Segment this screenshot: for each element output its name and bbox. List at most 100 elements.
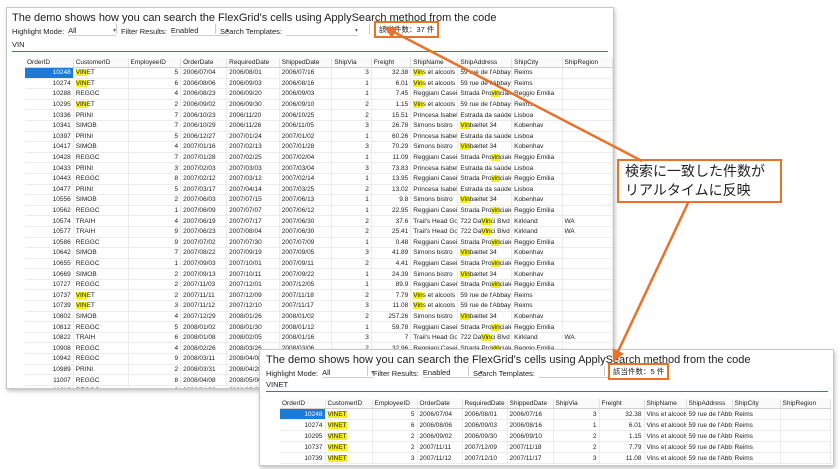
grid-cell[interactable]: 2 [128,289,182,302]
grid-cell[interactable]: 10642 [25,247,74,259]
table-row[interactable]: 10737 VINET 2 2007/11/11 2007/12/09 2007/11/1… [25,289,613,302]
grid-cell[interactable]: 2007/09/11 [279,258,333,270]
grid-cell[interactable] [562,99,613,111]
grid-cell[interactable]: REGGC [73,374,129,386]
grid-cell[interactable]: REGGC [73,279,129,291]
grid-cell[interactable]: 2 [331,109,372,121]
grid-cell[interactable]: 2 [331,289,372,302]
grid-cell[interactable]: PRINI [73,162,129,174]
highlight-mode-combo[interactable]: All ▾ [68,26,117,36]
grid-cell[interactable]: 2007/09/19 [226,247,280,259]
grid-cell[interactable]: Lisboa [511,109,563,121]
grid-cell[interactable]: WA [562,226,613,238]
grid-cell[interactable]: Kobenhav [511,141,563,153]
filter-results-combo[interactable]: Enabled ▾ [170,26,229,36]
search-input[interactable]: VIN [12,40,608,52]
grid-cell[interactable]: VINET [73,300,129,312]
grid-cell[interactable]: 2008/01/08 [180,332,228,344]
grid-cell[interactable]: 2007/02/04 [279,152,333,164]
table-row[interactable]: 10248 VINET 5 2006/07/04 2006/08/01 2006/07/1… [280,408,831,420]
grid-cell[interactable]: REGGC [73,385,129,388]
grid-cell[interactable]: 10989 [25,364,74,376]
column-header[interactable]: EmployeeID [372,399,418,409]
grid-cell[interactable]: Simons bistro [410,141,459,153]
grid-cell[interactable]: 2007/06/03 [180,194,228,206]
grid-cell[interactable]: Reggiani Caseific [410,173,459,185]
grid-cell[interactable]: 2006/07/16 [279,67,333,79]
grid-cell[interactable]: 2006/08/16 [279,78,333,90]
search-input[interactable]: VINET [266,380,828,392]
table-row[interactable]: 10397 PRINI 5 2006/12/27 2007/01/24 2007/01/0… [25,131,613,143]
grid-cell[interactable]: 4 [128,215,182,227]
grid-cell[interactable]: 10739 [280,452,326,464]
grid-cell[interactable]: 37.6 [371,215,412,227]
grid-cell[interactable]: 2 [331,184,372,196]
grid-cell[interactable]: 59 rue de l'Abbay [686,408,733,420]
grid-cell[interactable] [562,184,613,196]
grid-cell[interactable]: Reims [511,99,563,111]
column-header[interactable]: CustomerID [325,399,373,409]
grid-cell[interactable]: 10248 [25,67,74,79]
grid-cell[interactable]: Reggio Emilia [511,173,563,185]
grid-cell[interactable]: 1 [331,88,372,100]
column-header[interactable]: ShipCity [732,399,781,409]
grid-cell[interactable]: 722 DaVinci Blvd [457,226,513,238]
grid-cell[interactable]: 3 [372,452,418,464]
grid-cell[interactable]: 1 [553,419,600,431]
grid-cell[interactable]: 10433 [25,162,74,174]
grid-cell[interactable]: Vins et alcools C [410,67,459,79]
grid-cell[interactable]: 2006/08/23 [180,88,228,100]
grid-cell[interactable]: 2007/11/12 [180,300,228,312]
grid-cell[interactable]: VINET [73,99,129,111]
table-row[interactable]: 10812 REGGC 5 2008/01/02 2008/01/30 2008/01/1… [25,321,613,333]
grid-cell[interactable]: Vins et alcools C [644,441,687,453]
grid-cell[interactable] [562,173,613,185]
table-row[interactable]: 10739 VINET 3 2007/11/12 2007/12/10 2007/11/1… [280,452,831,464]
grid-cell[interactable]: SIMOB [73,141,129,153]
grid-cell[interactable]: REGGC [73,237,129,249]
grid-cell[interactable]: Kobenhav [511,247,563,259]
grid-cell[interactable]: REGGC [73,173,129,185]
grid-cell[interactable]: PRINI [73,364,129,376]
grid-cell[interactable]: 4 [128,342,182,355]
grid-cell[interactable]: 2007/01/28 [180,152,228,164]
grid-cell[interactable]: 1 [331,279,372,291]
grid-cell[interactable]: 2 [372,441,418,453]
grid-cell[interactable]: 2006/08/06 [180,78,228,90]
grid-cell[interactable]: 2008/01/02 [180,321,228,333]
grid-cell[interactable]: 3 [128,300,182,312]
grid-cell[interactable] [562,289,613,302]
grid-cell[interactable]: 10577 [25,226,74,238]
grid-cell[interactable]: 1 [331,321,372,333]
grid-cell[interactable]: 2006/08/06 [417,419,463,431]
grid-cell[interactable]: 26.78 [371,120,412,132]
grid-cell[interactable]: 6 [128,332,182,344]
grid-cell[interactable]: 9.8 [371,194,412,206]
grid-cell[interactable]: 5 [128,184,182,196]
table-row[interactable]: 10288 REGGC 4 2006/08/23 2006/09/20 2006/09/0… [25,88,613,100]
grid-cell[interactable]: 70.29 [371,141,412,153]
grid-cell[interactable]: 10737 [25,289,74,302]
grid-cell[interactable]: Estrada da saúde [457,184,513,196]
grid-cell[interactable]: Vinbæltet 34 [457,194,513,206]
table-row[interactable]: 10295 VINET 2 2006/09/02 2006/09/30 2006/09/1… [25,99,613,111]
grid-cell[interactable]: Reggio Emilia [511,258,563,270]
grid-cell[interactable]: 10802 [25,311,74,323]
grid-cell[interactable]: Reggiani Caseific [410,279,459,291]
grid-cell[interactable]: 2007/11/18 [507,441,554,453]
grid-cell[interactable]: 1.15 [371,99,412,111]
grid-cell[interactable]: 11.09 [371,152,412,164]
column-header[interactable]: EmployeeID [128,58,182,68]
grid-cell[interactable]: Simons bistro [410,311,459,323]
grid-cell[interactable]: 22.95 [371,205,412,217]
grid-cell[interactable]: REGGC [73,353,129,365]
grid-cell[interactable]: 10274 [280,419,326,431]
grid-cell[interactable]: 2007/06/13 [279,194,333,206]
grid-cell[interactable]: 1 [331,268,372,280]
grid-cell[interactable]: 3 [331,141,372,153]
grid-cell[interactable]: PRINI [73,184,129,196]
grid-cell[interactable]: 2007/03/25 [279,184,333,196]
grid-cell[interactable]: 10274 [25,78,74,90]
grid-cell[interactable]: Reggiani Caseific [410,258,459,270]
grid-cell[interactable]: 10669 [25,268,74,280]
